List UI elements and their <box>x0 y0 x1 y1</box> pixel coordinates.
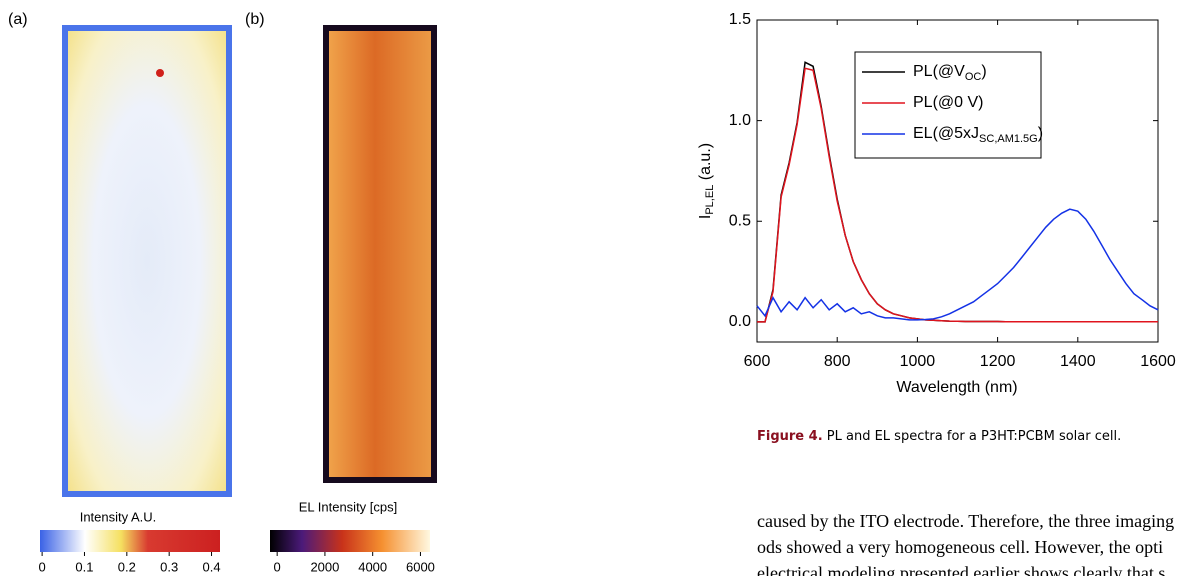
legend-text: EL(@5xJ <box>913 125 979 142</box>
legend-label: EL(@5xJSC,AM1.5G) <box>913 125 1043 145</box>
caption: Figure 4. PL and EL spectra for a P3HT:P… <box>757 429 1121 444</box>
series-line <box>757 67 1158 323</box>
x-tick-label: 1600 <box>1140 353 1176 370</box>
legend-sub: OC <box>965 71 982 83</box>
legend-text: PL(@0 V) <box>913 94 983 111</box>
y-axis-label: IPL,EL (a.u.) <box>697 143 716 219</box>
y-tick-label: 1.5 <box>729 11 751 28</box>
colorbar-tick-label: 4000 <box>358 559 387 574</box>
caption-text: PL and EL spectra for a P3HT:PCBM solar … <box>823 429 1122 444</box>
colorbar-tick-label: 0 <box>39 559 46 574</box>
y-tick-label: 0.0 <box>729 313 751 330</box>
legend-text: PL(@V <box>913 63 965 80</box>
colorbar-tick-label: 0.1 <box>75 559 93 574</box>
series-line <box>756 208 1159 321</box>
legend-after: ) <box>1038 125 1043 142</box>
x-axis-label: Wavelength (nm) <box>896 379 1017 396</box>
colorbar-tick-label: 6000 <box>406 559 435 574</box>
hot-spot <box>156 69 164 77</box>
legend-label: PL(@VOC) <box>913 63 987 83</box>
colorbar-b <box>270 530 430 552</box>
y-label-sub: PL,EL <box>704 185 716 215</box>
y-label-main: I <box>697 215 714 219</box>
caption-label: Figure 4. <box>757 429 823 444</box>
colorbar-tick-label: 0.3 <box>160 559 178 574</box>
x-tick-label: 600 <box>744 353 771 370</box>
colorbar-title: Intensity A.U. <box>80 509 157 524</box>
colorbar-tick-label: 0.2 <box>118 559 136 574</box>
y-label-unit: (a.u.) <box>697 143 714 185</box>
panel-label: (b) <box>245 11 265 28</box>
plot-frame <box>756 19 1159 343</box>
image-b <box>329 31 431 477</box>
body-line: caused by the ITO electrode. Therefore, … <box>757 511 1174 531</box>
legend-after: ) <box>981 63 986 80</box>
colorbar-title: EL Intensity [cps] <box>299 499 398 514</box>
x-tick-label: 800 <box>824 353 851 370</box>
body-line: ods showed a very homogeneous cell. Howe… <box>757 537 1163 557</box>
body-line: electrical modeling presented earlier sh… <box>757 563 1165 576</box>
x-tick-label: 1000 <box>900 353 936 370</box>
colorbar-tick-label: 0.4 <box>202 559 220 574</box>
image-a <box>68 31 226 491</box>
legend-label: PL(@0 V) <box>913 94 983 111</box>
colorbar-a <box>40 530 220 552</box>
x-tick-label: 1200 <box>980 353 1016 370</box>
legend-sub: SC,AM1.5G <box>979 133 1038 145</box>
legend <box>854 51 1042 159</box>
y-tick-label: 1.0 <box>729 112 751 129</box>
panel-label: (a) <box>8 11 28 28</box>
colorbar-tick-label: 0 <box>274 559 281 574</box>
y-tick-label: 0.5 <box>729 212 751 229</box>
x-tick-label: 1400 <box>1060 353 1096 370</box>
colorbar-tick-label: 2000 <box>310 559 339 574</box>
